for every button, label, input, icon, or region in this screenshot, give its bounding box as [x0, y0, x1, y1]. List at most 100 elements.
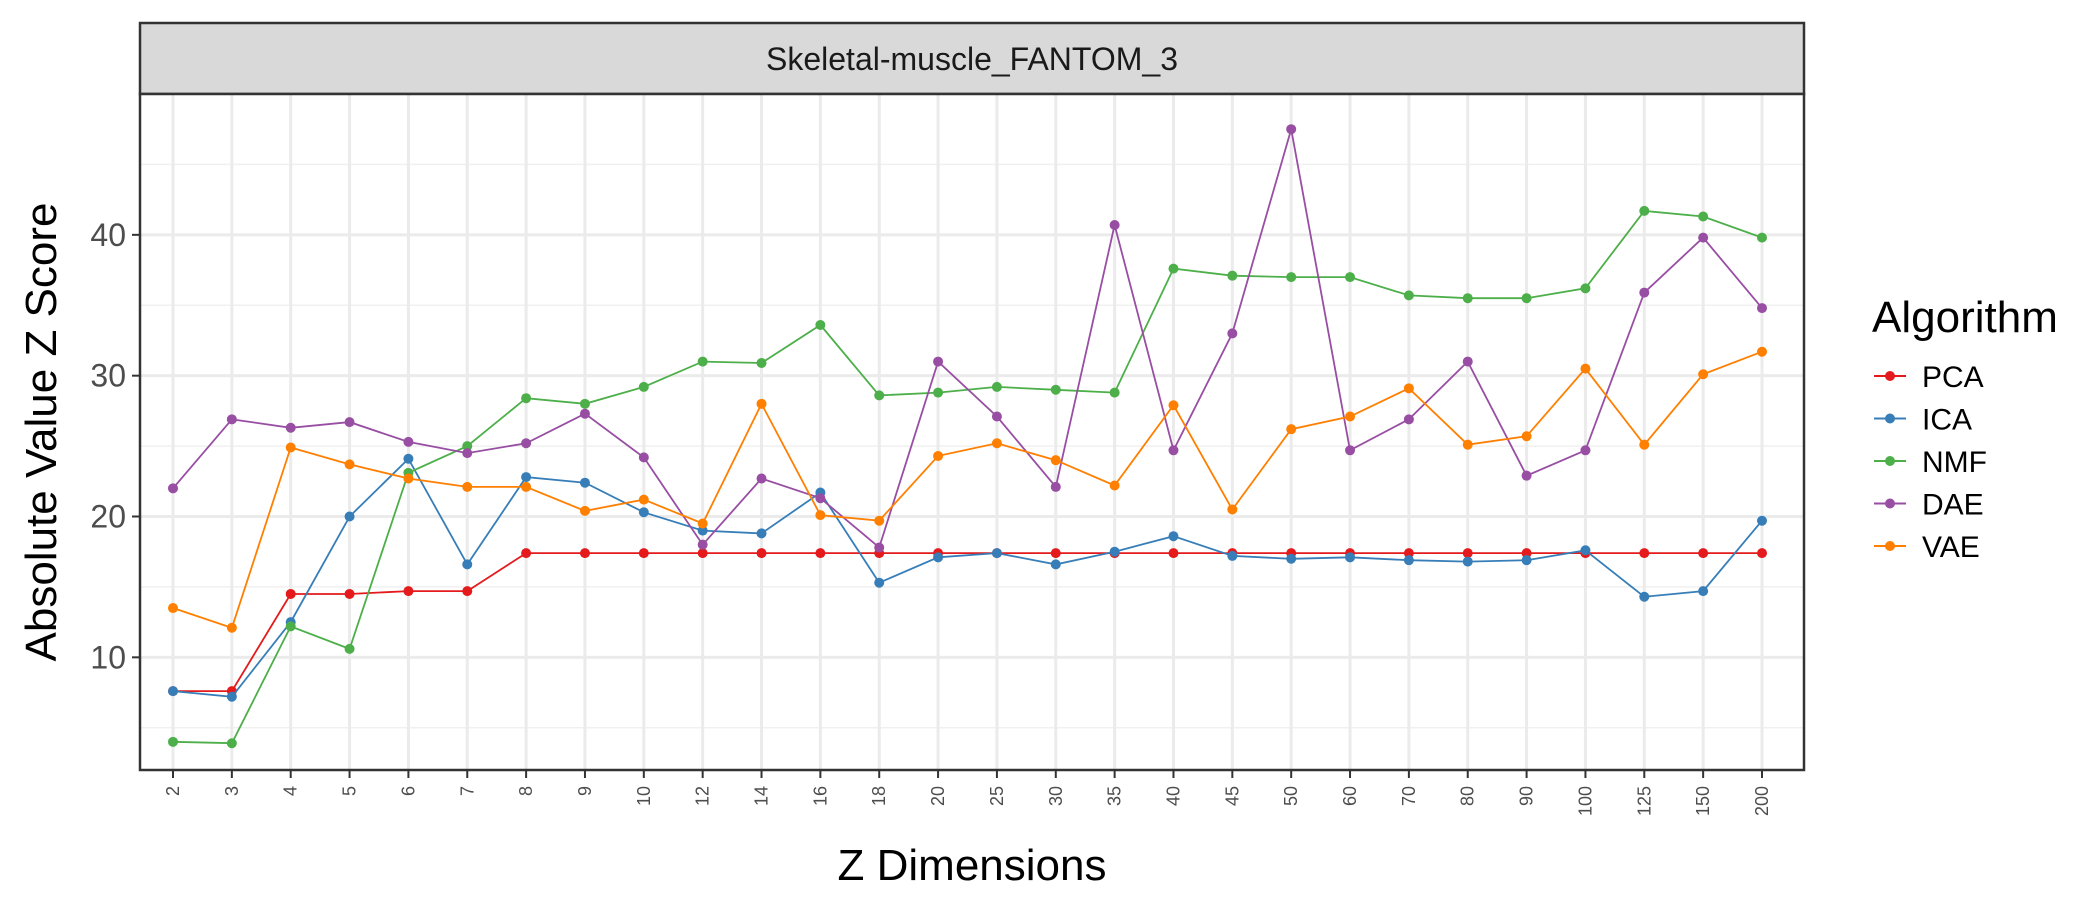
- data-point-nmf: [1168, 263, 1179, 274]
- data-point-ica: [344, 511, 355, 522]
- data-point-pca: [1050, 548, 1061, 559]
- legend-item-nmf: NMF: [1874, 446, 1987, 479]
- data-point-dae: [1403, 414, 1414, 425]
- data-point-pca: [579, 548, 590, 559]
- data-point-nmf: [462, 441, 473, 452]
- data-point-vae: [403, 473, 414, 484]
- major-gridlines: [140, 94, 1804, 770]
- y-tick-label: 30: [90, 358, 126, 394]
- data-point-dae: [1168, 445, 1179, 456]
- data-point-dae: [1757, 303, 1767, 314]
- data-point-dae: [1580, 445, 1591, 456]
- data-point-dae: [521, 438, 532, 449]
- data-point-dae: [1286, 124, 1297, 135]
- x-tick-label: 20: [928, 786, 948, 806]
- data-point-vae: [1462, 439, 1473, 450]
- data-point-dae: [1698, 232, 1709, 243]
- data-point-nmf: [226, 738, 237, 749]
- x-tick-label: 45: [1222, 786, 1242, 806]
- legend-label: VAE: [1922, 531, 1980, 564]
- data-point-ica: [579, 477, 590, 488]
- data-point-nmf: [1227, 270, 1238, 281]
- facet-strip-title: Skeletal-muscle_FANTOM_3: [766, 41, 1178, 77]
- x-tick-label: 8: [516, 786, 536, 796]
- data-point-vae: [1757, 346, 1767, 357]
- x-tick-label: 14: [752, 786, 772, 806]
- legend-item-ica: ICA: [1874, 404, 1972, 437]
- data-point-dae: [285, 422, 296, 433]
- data-point-vae: [991, 438, 1002, 449]
- data-point-vae: [697, 518, 708, 529]
- data-point-nmf: [168, 736, 178, 747]
- data-point-vae: [1521, 431, 1532, 442]
- data-point-nmf: [1462, 293, 1473, 304]
- data-point-nmf: [991, 381, 1002, 392]
- data-point-pca: [756, 548, 767, 559]
- data-point-vae: [168, 603, 178, 614]
- x-tick-label: 7: [457, 786, 477, 796]
- y-tick-label: 10: [90, 639, 126, 675]
- data-point-nmf: [638, 381, 649, 392]
- data-point-ica: [462, 559, 473, 570]
- x-tick-label: 150: [1693, 786, 1713, 816]
- panel-border: [138, 92, 1806, 772]
- data-point-dae: [1345, 445, 1356, 456]
- data-point-vae: [1698, 369, 1709, 380]
- data-point-ica: [638, 507, 649, 518]
- facet-strip-background: [138, 21, 1806, 96]
- data-point-dae: [462, 448, 473, 459]
- x-tick-label: 4: [281, 786, 301, 796]
- data-point-nmf: [1050, 384, 1061, 395]
- data-point-ica: [403, 453, 414, 464]
- data-point-ica: [1521, 555, 1532, 566]
- data-point-dae: [933, 356, 944, 367]
- data-point-dae: [991, 411, 1002, 422]
- x-tick-label: 40: [1163, 786, 1183, 806]
- data-point-nmf: [1521, 293, 1532, 304]
- data-point-dae: [403, 436, 414, 447]
- x-tick-label: 70: [1399, 786, 1419, 806]
- data-point-vae: [1050, 455, 1061, 466]
- legend-key-point: [1885, 413, 1895, 424]
- y-axis: 10 20 30 40: [90, 217, 140, 675]
- data-point-nmf: [1639, 205, 1650, 216]
- data-point-vae: [579, 505, 590, 516]
- data-point-vae: [344, 459, 355, 470]
- data-point-nmf: [344, 643, 355, 654]
- legend-key-point: [1885, 371, 1895, 381]
- data-point-vae: [1109, 480, 1120, 491]
- data-point-ica: [1462, 556, 1473, 567]
- x-tick-label: 30: [1046, 786, 1066, 806]
- x-tick-label: 2: [163, 786, 183, 796]
- data-point-vae: [226, 622, 237, 633]
- data-point-dae: [168, 483, 178, 494]
- data-point-vae: [1168, 400, 1179, 411]
- legend: Algorithm PCA ICA NMF DAE VAE: [1872, 293, 2058, 564]
- x-tick-label: 25: [987, 786, 1007, 806]
- data-point-nmf: [1403, 290, 1414, 301]
- x-tick-label: 100: [1575, 786, 1595, 816]
- legend-label: PCA: [1922, 361, 1984, 394]
- data-point-ica: [1168, 531, 1179, 542]
- data-point-pca: [521, 548, 532, 559]
- x-tick-label: 9: [575, 786, 595, 796]
- legend-key-point: [1885, 541, 1895, 551]
- data-point-ica: [756, 528, 767, 539]
- data-point-ica: [521, 472, 532, 483]
- x-axis: 2 3 4 5 6 7 8 9 10 12 14 16 18 20 25 30 35 40 45 50 60 70 80 90…: [163, 770, 1772, 816]
- series-vae: [168, 346, 1767, 633]
- data-point-nmf: [579, 398, 590, 409]
- x-tick-label: 12: [693, 786, 713, 806]
- data-point-pca: [1698, 548, 1709, 559]
- data-point-nmf: [521, 393, 532, 404]
- data-point-nmf: [1345, 272, 1356, 283]
- series-line-ica: [172, 457, 1763, 698]
- data-point-ica: [874, 577, 885, 588]
- data-point-ica: [1580, 545, 1591, 556]
- x-tick-label: 125: [1634, 786, 1654, 816]
- data-point-dae: [1109, 219, 1120, 230]
- data-point-nmf: [697, 356, 708, 367]
- data-point-dae: [874, 542, 885, 553]
- plot-panel: [138, 92, 1806, 772]
- legend-item-dae: DAE: [1874, 489, 1984, 522]
